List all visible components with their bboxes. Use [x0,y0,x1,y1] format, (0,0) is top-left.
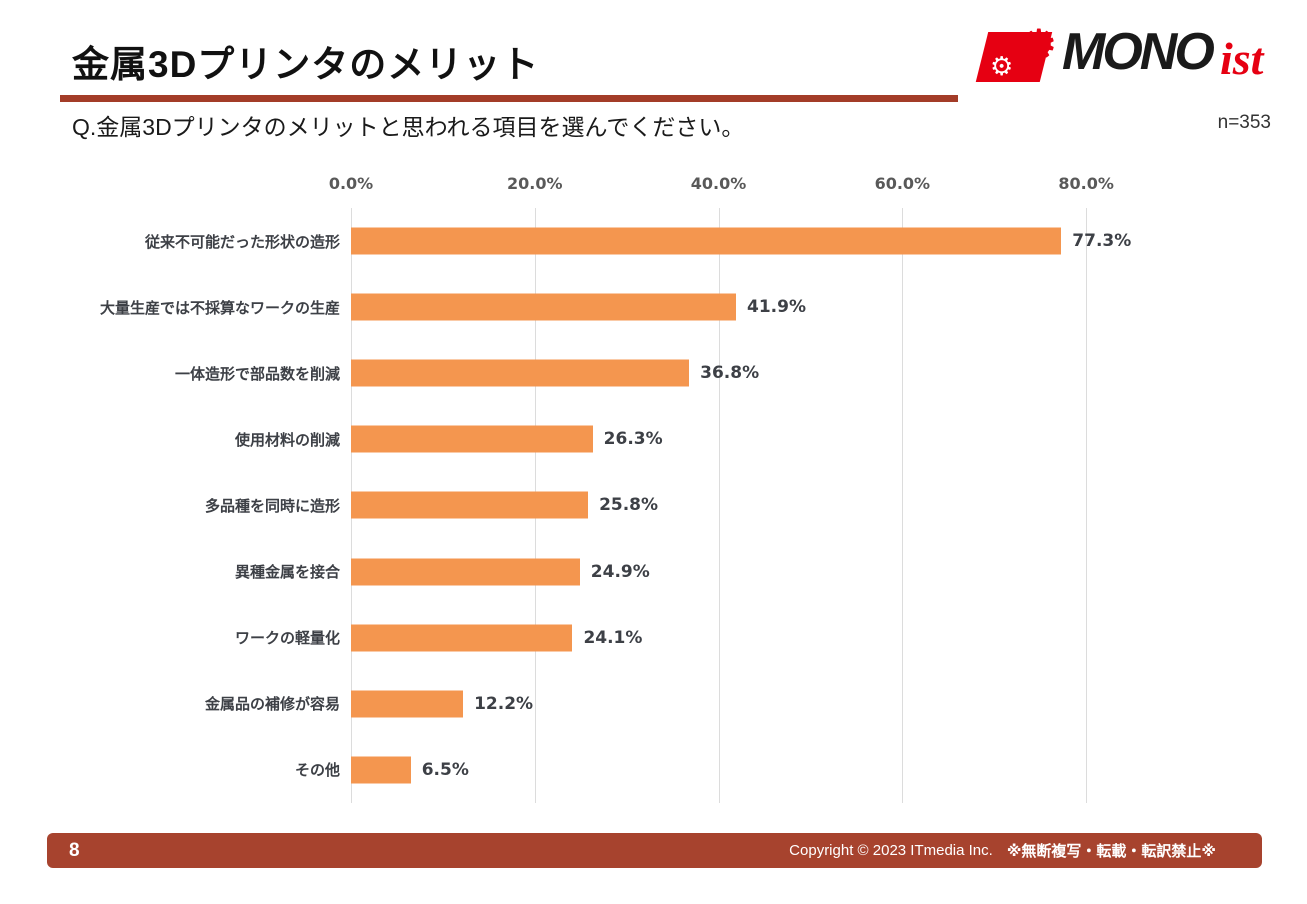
reproduction-notice: ※無断複写・転載・転訳禁止※ [1006,843,1216,860]
footer-text: Copyright © 2023 ITmedia Inc. ※無断複写・転載・転… [789,840,1216,861]
bar-value-label: 6.5% [421,759,469,780]
gridline [1086,208,1088,803]
copyright-text: Copyright © 2023 ITmedia Inc. [789,842,993,859]
category-label: 一体造形で部品数を削減 [174,365,340,383]
chart-row: 従来不可能だった形状の造形 77.3% [72,208,1178,274]
bar-track: 77.3% [351,208,1178,274]
bar-track: 12.2% [351,671,1178,737]
bar-track: 26.3% [351,406,1178,472]
category-label: 多品種を同時に造形 [204,497,340,515]
footer-bar: 8 Copyright © 2023 ITmedia Inc. ※無断複写・転載… [47,833,1262,868]
bar-value-label: 24.1% [583,627,643,648]
category-label: 従来不可能だった形状の造形 [144,233,340,251]
sample-size: n=353 [1217,112,1271,133]
bar-track: 36.8% [351,340,1178,406]
category-label: 大量生産では不採算なワークの生産 [99,299,340,317]
bar [351,558,580,586]
bar [351,425,593,453]
x-axis-tick: 0.0% [328,174,374,193]
category-label: 異種金属を接合 [234,564,340,582]
chart-row: 金属品の補修が容易 12.2% [72,671,1178,737]
bar-track: 6.5% [351,737,1178,803]
bar-track: 25.8% [351,472,1178,538]
chart-row: 異種金属を接合 24.9% [72,538,1178,604]
bar-value-label: 36.8% [700,363,760,384]
bar-value-label: 41.9% [747,297,806,318]
bar [351,359,690,387]
chart-row: 多品種を同時に造形 25.8% [72,472,1178,538]
bar [351,491,589,519]
bar-chart: 0.0% 20.0% 40.0% 60.0% 80.0% 従来不可能だった形状の造形 77… [72,172,1178,803]
gear-icon: ⚙ [990,52,1014,82]
bar-track: 24.9% [351,538,1178,604]
title-underline [60,95,958,102]
bar-track: 24.1% [351,605,1178,671]
category-label: その他 [294,762,340,780]
gear-icon: ⚙ [1020,20,1058,69]
bar [351,756,411,784]
category-label: ワークの軽量化 [234,630,340,648]
bar [351,293,736,321]
chart-row: ワークの軽量化 24.1% [72,605,1178,671]
bar-value-label: 26.3% [603,429,663,450]
logo-text-ist: ist [1220,33,1264,84]
bar-value-label: 24.9% [590,561,650,582]
page-number: 8 [69,839,80,861]
chart-row: 一体造形で部品数を削減 36.8% [72,340,1178,406]
x-axis-tick: 60.0% [874,174,931,193]
bar-value-label: 77.3% [1072,231,1132,252]
x-axis-tick: 20.0% [507,174,563,193]
bar [351,690,464,718]
survey-question: Q.金属3Dプリンタのメリットと思われる項目を選んでください。 [72,114,745,140]
x-axis-tick: 80.0% [1058,174,1114,193]
page-title: 金属3Dプリンタのメリット [72,44,540,85]
bar-value-label: 12.2% [474,693,534,714]
gridline [902,208,904,803]
bar-value-label: 25.8% [599,495,659,516]
x-axis: 0.0% 20.0% 40.0% 60.0% 80.0% [329,172,1178,208]
logo-text-mono: MONO [1062,23,1215,81]
bar [351,624,573,652]
gridline [718,208,720,803]
plot-area: 従来不可能だった形状の造形 77.3% 大量生産では不採算なワークの生産 41.9% 一… [72,208,1178,803]
bar [351,227,1062,255]
x-axis-tick: 40.0% [690,174,747,193]
category-label: 金属品の補修が容易 [204,696,340,714]
chart-row: 使用材料の削減 26.3% [72,406,1178,472]
chart-row: 大量生産では不採算なワークの生産 41.9% [72,274,1178,340]
bar-track: 41.9% [351,274,1178,340]
category-label: 使用材料の削減 [234,431,340,449]
chart-row: その他 6.5% [72,737,1178,803]
chart-rows: 従来不可能だった形状の造形 77.3% 大量生産では不採算なワークの生産 41.9% 一… [72,208,1178,803]
